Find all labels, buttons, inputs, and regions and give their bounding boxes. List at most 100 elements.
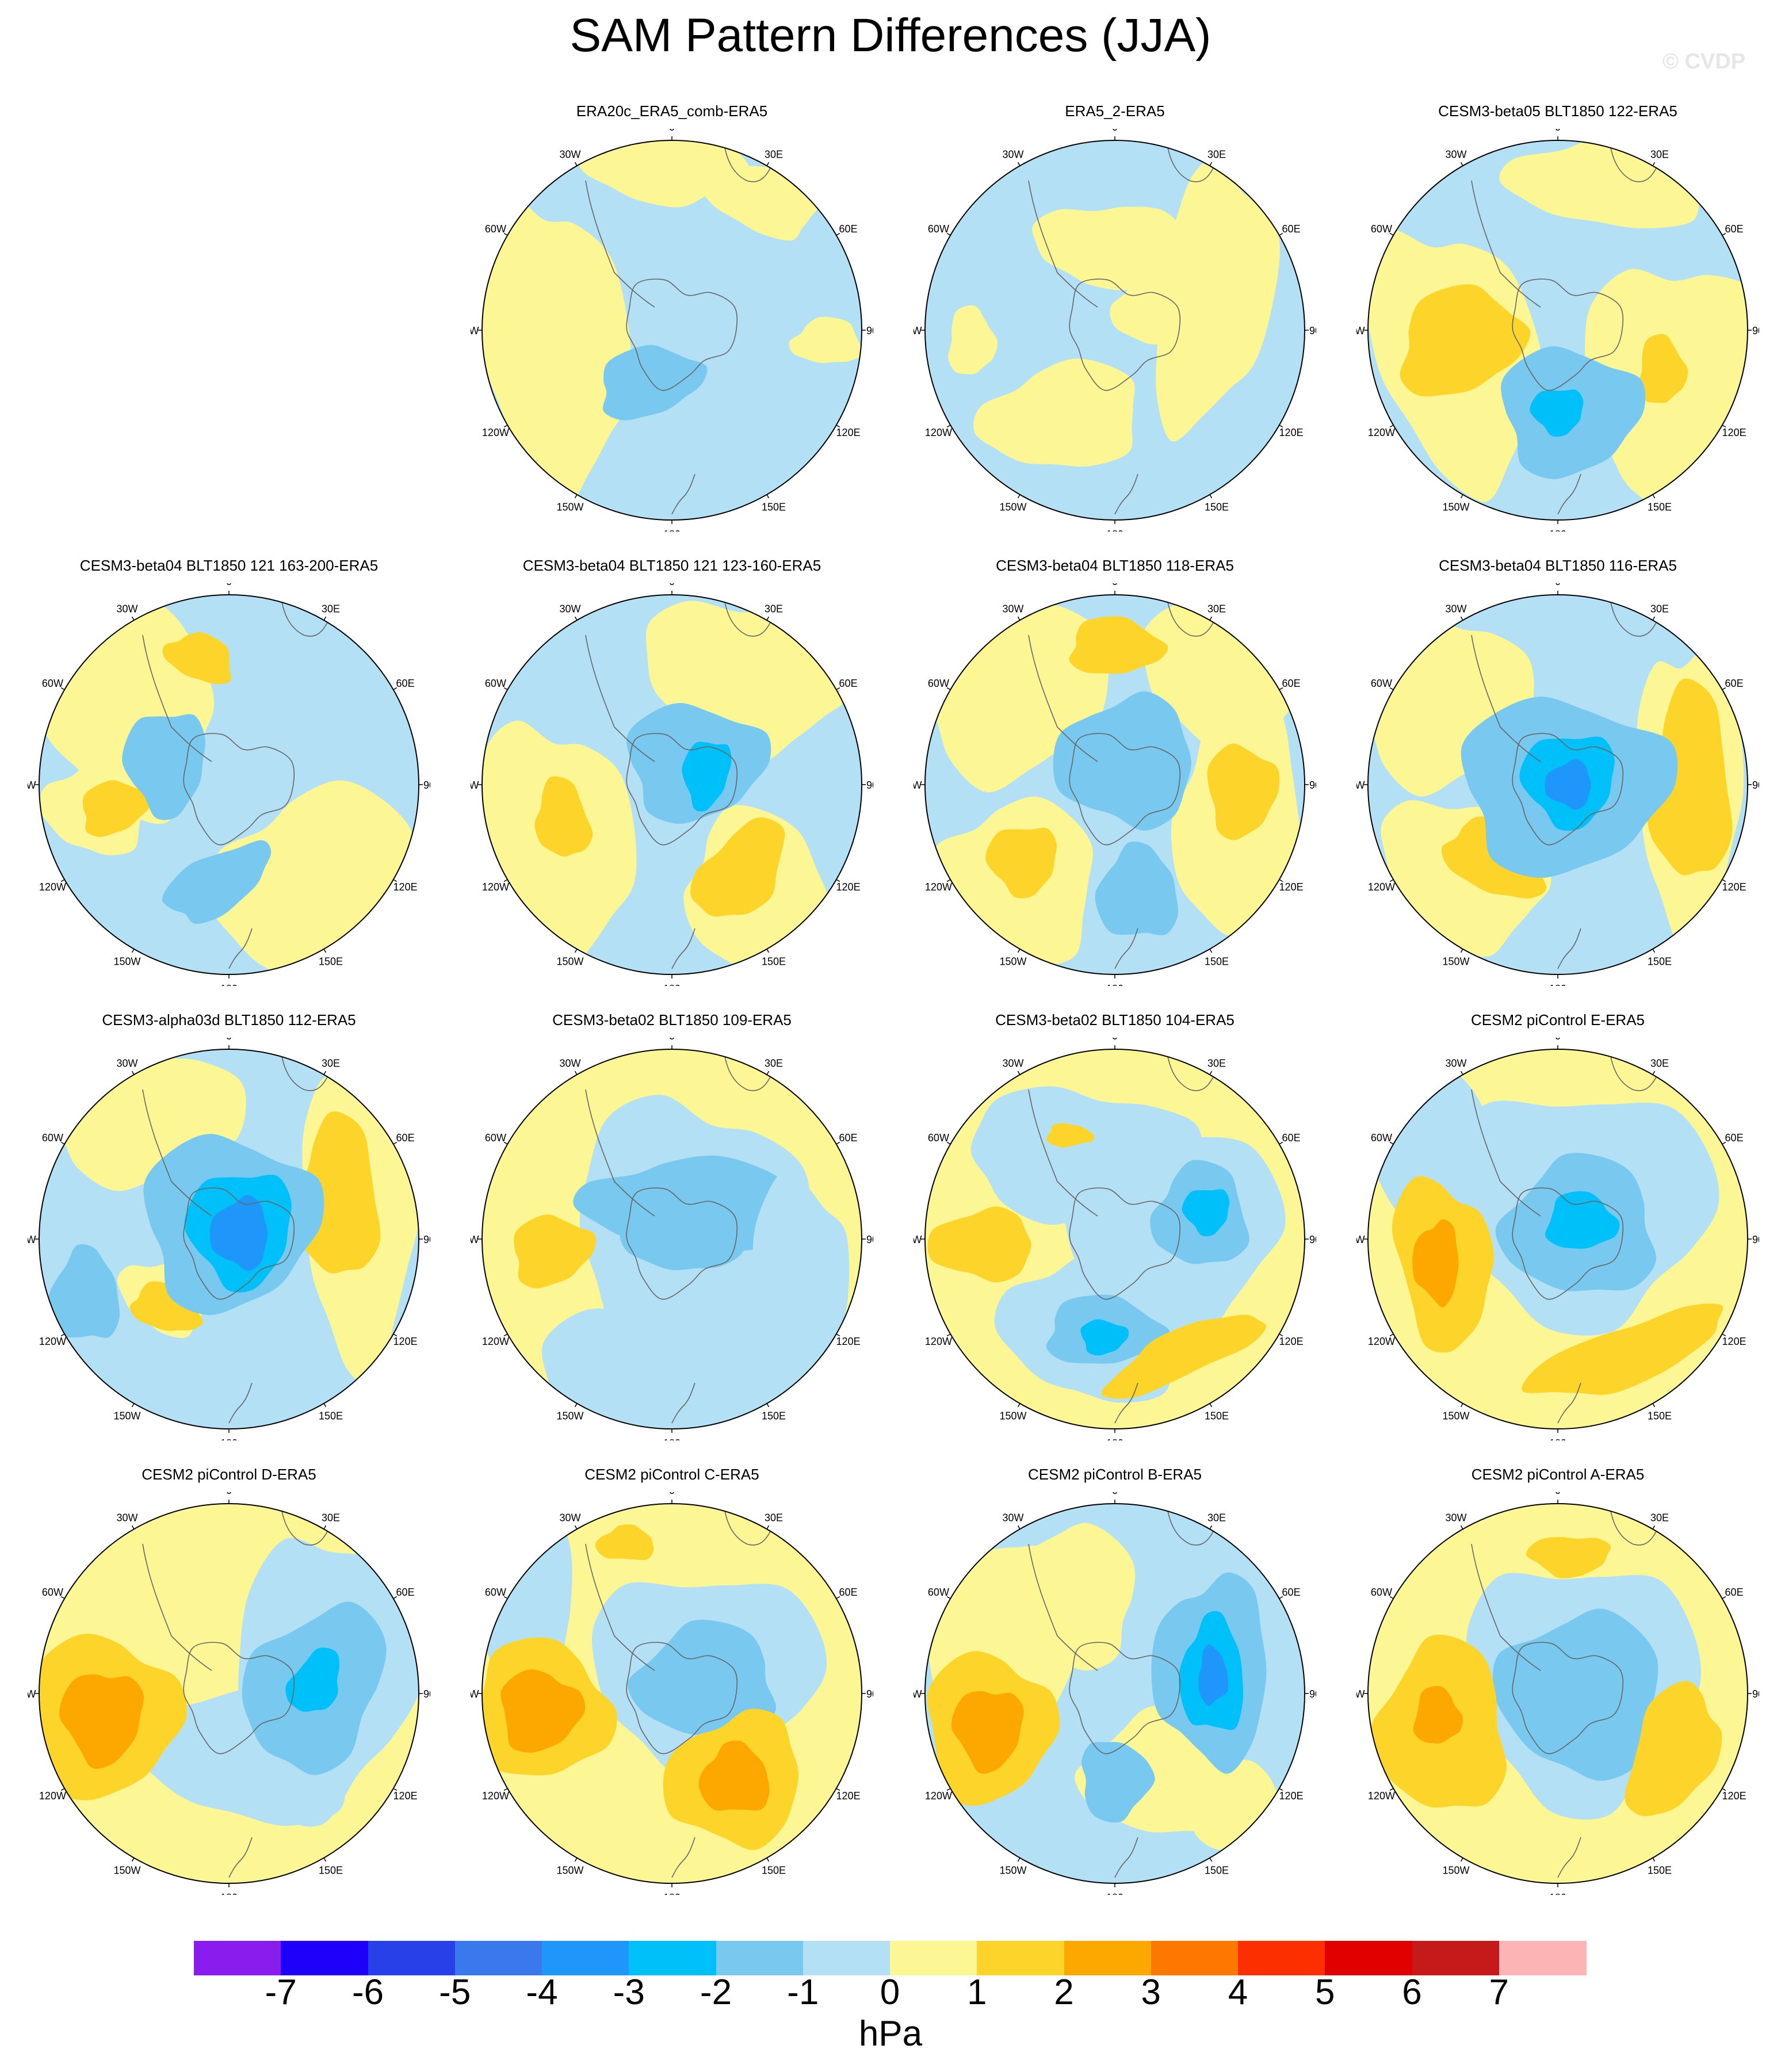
lon-label: 30W [1445,1512,1466,1523]
lon-tick [1017,162,1021,166]
lon-label: 60W [928,1587,949,1598]
lon-label: 150W [1442,1865,1469,1876]
lon-tick [1017,616,1021,621]
lon-label: 180 [1549,1892,1566,1895]
map-panel: ERA20c_ERA5_comb-ERA5 0 30E 60E 90E 120E 150E… [471,101,873,550]
lon-label: 60E [1725,223,1744,235]
anomaly-contour [534,776,593,857]
lon-label: 0 [1112,1038,1118,1042]
colorbar-segment [1412,1941,1500,1975]
anomaly-contour [82,780,152,838]
lon-tick [323,616,327,621]
lon-tick [1652,1403,1656,1408]
anomaly-contour [1046,1123,1095,1148]
lon-tick [1389,232,1394,236]
lon-label: 90E [1309,779,1316,791]
africa-coastline [723,1504,776,1546]
lon-tick [1209,1071,1213,1075]
lon-tick [1209,1525,1213,1530]
anomaly-contour [1638,334,1688,403]
africa-coastline [1166,1504,1219,1546]
lon-tick [323,1403,327,1408]
lon-label: 120W [482,1336,509,1347]
lon-label: 60E [396,1587,415,1598]
colorbar-segment [1064,1941,1152,1975]
lon-label: 90E [866,325,873,337]
lon-label: 120E [1722,427,1746,438]
lon-label: 60W [928,223,949,235]
lon-label: 120E [836,881,861,893]
map-panel: CESM3-beta05 BLT1850 122-ERA5 0 30E 60E 90E… [1356,101,1759,550]
africa-coastline [723,595,776,637]
lon-tick [60,1596,65,1599]
lon-tick [503,232,508,236]
lon-label: 30W [1445,603,1466,614]
lon-tick [1460,1525,1463,1530]
new-zealand-coastline [228,1837,253,1878]
lon-label: 60E [1282,678,1301,689]
lon-label: 30W [559,1057,580,1069]
new-zealand-coastline [671,1837,695,1878]
lon-tick [1279,1141,1283,1145]
lon-label: 0 [669,1038,675,1042]
lon-tick [131,1403,135,1408]
lon-tick [1722,879,1726,882]
antarctica-coastline [1069,733,1181,846]
lon-label: 30E [1207,1057,1226,1069]
lon-tick [1209,494,1213,499]
anomaly-contour [602,345,708,420]
lon-label: 150E [762,956,786,968]
lon-label: 60E [396,678,415,689]
lon-tick [1017,1071,1021,1075]
lon-label: 90W [914,1234,922,1245]
lon-label: 90W [1356,1688,1365,1700]
antarctica-coastline [626,1642,738,1754]
lon-tick [836,1596,840,1599]
lon-tick [60,879,65,882]
lon-label: 30W [116,603,137,614]
lon-label: 60W [485,1587,506,1598]
lon-label: 0 [226,1038,232,1042]
lon-label: 0 [669,583,675,587]
anomaly-contour [690,817,785,917]
lon-tick [1652,494,1656,499]
colorbar-segment [1151,1941,1239,1975]
lon-label: 150E [762,1410,786,1422]
colorbar-segment [281,1941,368,1975]
anomaly-contour [1400,284,1531,397]
lon-label: 0 [1555,583,1561,587]
africa-coastline [1609,1504,1662,1546]
lon-label: 30W [1002,1057,1023,1069]
lon-label: 150E [762,1865,786,1876]
lon-label: 60E [1282,223,1301,235]
lon-label: 0 [1112,583,1118,587]
lon-tick [323,1857,327,1862]
anomaly-contour [1053,691,1191,831]
lon-tick [131,1857,135,1862]
antarctica-coastline [626,1187,738,1300]
anomaly-contour [1545,759,1591,810]
lon-label: 30W [559,603,580,614]
lon-label: 180 [220,983,238,986]
lon-label: 0 [1555,1492,1561,1496]
map-panel: CESM2 piControl B-ERA5 0 30E 60E 90E 120E 150… [914,1465,1316,1913]
map-panel: CESM3-beta04 BLT1850 121 123-160-ERA5 0 3… [471,556,873,1004]
lon-tick [766,616,770,621]
panel-title: CESM2 piControl B-ERA5 [1028,1466,1202,1483]
lon-label: 120W [39,1790,66,1802]
lon-label: 60W [485,678,506,689]
panel-title: CESM2 piControl E-ERA5 [1471,1011,1645,1029]
anomaly-contour [993,1523,1136,1671]
lon-tick [1389,1141,1394,1145]
lon-label: 60W [928,1132,949,1144]
lon-label: 120E [836,1336,861,1347]
lon-tick [503,879,508,882]
lon-label: 120W [925,1790,952,1802]
colorbar-tick-label: -3 [613,1972,645,2012]
lon-label: 120W [1368,881,1395,893]
lon-tick [946,879,951,882]
lon-tick [836,1141,840,1145]
lon-tick [1460,1071,1463,1075]
colorbar-segment [368,1941,456,1975]
lon-label: 0 [1555,1038,1561,1042]
